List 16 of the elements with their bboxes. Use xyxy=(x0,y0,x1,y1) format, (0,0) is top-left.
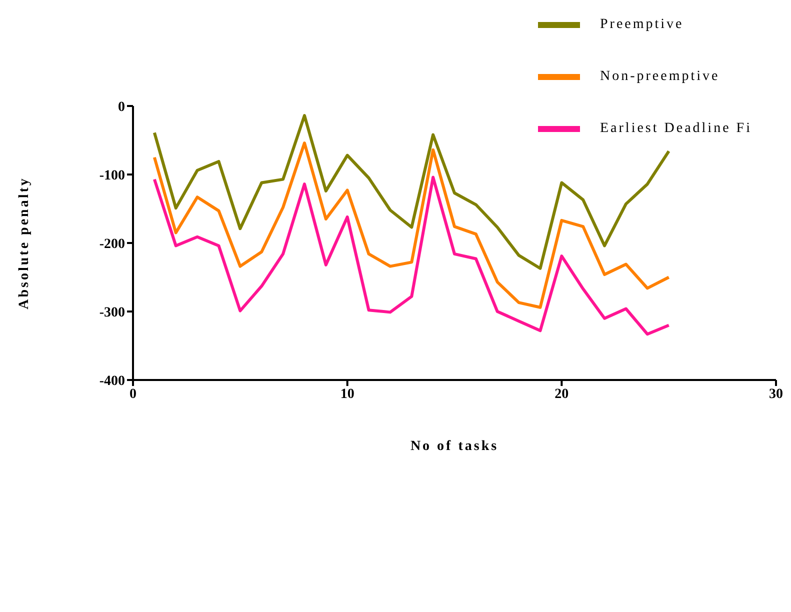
line-series xyxy=(152,176,670,336)
y-tick-label: -400 xyxy=(99,374,125,389)
line-series xyxy=(152,141,670,309)
y-tick-label: -100 xyxy=(99,168,125,184)
legend-label: Non-preemptive xyxy=(600,69,720,85)
x-tick-label: 10 xyxy=(340,386,354,402)
x-tick-label: 20 xyxy=(554,386,569,402)
legend-label: Earliest Deadline Fi xyxy=(600,121,752,137)
y-axis-title: Absolute penalty xyxy=(16,176,32,310)
y-tick-label: 0 xyxy=(118,100,125,115)
y-tick-label: -200 xyxy=(99,236,125,252)
x-tick-label: 30 xyxy=(769,386,783,402)
x-tick-label: 0 xyxy=(130,386,136,402)
legend-label: Preemptive xyxy=(600,17,684,33)
y-tick-label: -300 xyxy=(99,305,125,320)
x-axis-title: No of tasks xyxy=(410,439,499,454)
